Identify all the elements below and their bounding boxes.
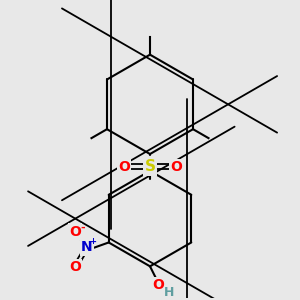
Text: +: + (89, 237, 96, 246)
Text: O: O (170, 160, 182, 174)
Text: S: S (145, 159, 155, 174)
Text: O: O (69, 260, 81, 274)
Text: O: O (69, 224, 81, 239)
Text: O: O (118, 160, 130, 174)
Text: -: - (80, 223, 85, 232)
Text: N: N (81, 240, 93, 254)
Text: O: O (152, 278, 164, 292)
Text: H: H (164, 286, 174, 299)
